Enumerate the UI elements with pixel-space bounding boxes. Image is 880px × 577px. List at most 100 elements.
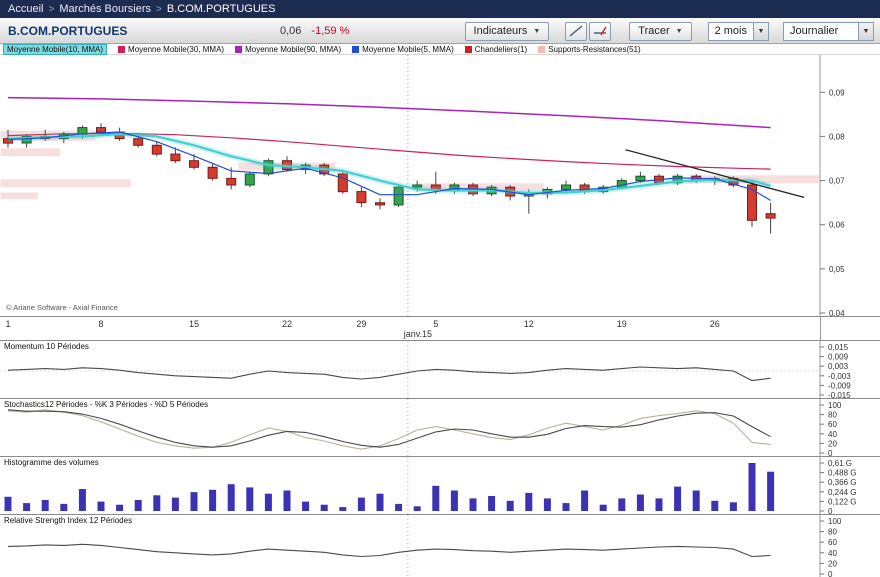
volume-bar[interactable] bbox=[748, 463, 756, 511]
ma-line-MMA5[interactable] bbox=[7, 131, 771, 201]
candle-up[interactable] bbox=[672, 175, 683, 184]
chevron-down-icon[interactable]: ▼ bbox=[753, 22, 768, 40]
ma-line-MMA30[interactable] bbox=[7, 132, 771, 170]
candle-down[interactable] bbox=[747, 184, 757, 221]
volume-bar[interactable] bbox=[767, 471, 775, 511]
volume-bar[interactable] bbox=[134, 500, 142, 511]
candle-up[interactable] bbox=[412, 184, 423, 188]
volume-bar[interactable] bbox=[41, 500, 49, 511]
legend-item[interactable]: Supports-Resistances(51) bbox=[538, 45, 641, 54]
volume-bar[interactable] bbox=[562, 503, 570, 511]
volume-bar[interactable] bbox=[581, 490, 589, 512]
volume-bar[interactable] bbox=[618, 498, 626, 511]
volume-bar[interactable] bbox=[692, 490, 700, 512]
volume-bar[interactable] bbox=[599, 504, 607, 511]
volume-bar[interactable] bbox=[506, 500, 514, 511]
draw-segment-button[interactable] bbox=[565, 21, 588, 41]
candle-down[interactable] bbox=[151, 144, 162, 155]
volume-bar[interactable] bbox=[190, 492, 198, 511]
volume-bar[interactable] bbox=[450, 490, 458, 512]
period-select-value: 2 mois bbox=[714, 25, 747, 37]
breadcrumb-item[interactable]: Marchés Boursiers bbox=[59, 3, 152, 15]
candle-down[interactable] bbox=[356, 191, 367, 204]
volume-bar[interactable] bbox=[23, 503, 31, 511]
volume-bar[interactable] bbox=[171, 497, 179, 511]
momentum-line-momentum[interactable] bbox=[7, 366, 771, 382]
breadcrumb-item[interactable]: Accueil bbox=[8, 3, 44, 15]
candle-down[interactable] bbox=[375, 202, 385, 206]
volume-bar[interactable] bbox=[711, 500, 719, 511]
support-resistance-zone bbox=[0, 192, 38, 200]
volume-bar[interactable] bbox=[116, 504, 124, 511]
legend-label: Moyenne Mobile(10, MMA) bbox=[7, 44, 104, 54]
volume-bar[interactable] bbox=[413, 506, 421, 511]
time-axis: 1 8 15 22 29 5 12 19 26 janv.15 bbox=[0, 316, 880, 340]
volume-bar[interactable] bbox=[283, 490, 291, 512]
volume-bar[interactable] bbox=[320, 504, 328, 511]
volume-bar[interactable] bbox=[264, 493, 272, 511]
volume-bar[interactable] bbox=[525, 492, 533, 511]
candle-down[interactable] bbox=[765, 213, 776, 219]
breadcrumb-item[interactable]: B.COM.PORTUGUES bbox=[166, 3, 276, 15]
volume-bar[interactable] bbox=[636, 494, 644, 512]
candle-down[interactable] bbox=[226, 177, 237, 186]
period-select[interactable]: 2 mois ▼ bbox=[707, 21, 769, 41]
volume-bar[interactable] bbox=[729, 502, 737, 511]
volume-bar[interactable] bbox=[488, 496, 496, 511]
legend-item[interactable]: Moyenne Mobile(5, MMA) bbox=[352, 45, 454, 54]
legend-item[interactable]: Moyenne Mobile(30, MMA) bbox=[118, 45, 224, 54]
volume-bar[interactable] bbox=[655, 498, 663, 511]
main-chart-canvas[interactable]: 0,09 0,08 0,07 0,06 0,05 0,04 bbox=[0, 55, 880, 316]
trend-line[interactable] bbox=[625, 149, 805, 199]
volume-bar[interactable] bbox=[97, 501, 105, 511]
volume-bar[interactable] bbox=[674, 486, 682, 511]
volume-bar[interactable] bbox=[395, 503, 403, 511]
candle-up[interactable] bbox=[561, 184, 571, 190]
indicators-button[interactable]: Indicateurs ▼ bbox=[464, 21, 550, 41]
legend-item[interactable]: Chandeliers(1) bbox=[464, 45, 527, 54]
legend-item[interactable]: Moyenne Mobile(90, MMA) bbox=[235, 45, 341, 54]
volume-bar[interactable] bbox=[339, 507, 347, 511]
volume-bar[interactable] bbox=[209, 489, 217, 511]
axis-tick-label: 100 bbox=[828, 401, 842, 410]
ma-line-MMA90[interactable] bbox=[7, 96, 771, 129]
chevron-down-icon[interactable]: ▼ bbox=[858, 22, 873, 40]
candle-down[interactable] bbox=[96, 127, 106, 133]
frequency-select[interactable]: Journalier ▼ bbox=[783, 21, 874, 41]
legend-item[interactable]: Moyenne Mobile(10, MMA) bbox=[3, 43, 108, 55]
candle-down[interactable] bbox=[189, 160, 199, 168]
candle-up[interactable] bbox=[393, 186, 404, 206]
candle-down[interactable] bbox=[207, 166, 218, 179]
copyright-label: © Ariane Software - Axial Finance bbox=[6, 303, 118, 312]
volume-bar[interactable] bbox=[246, 487, 254, 511]
stochastics-line-D[interactable] bbox=[7, 409, 771, 448]
volume-bar[interactable] bbox=[4, 496, 12, 511]
draw-horizontal-line-button[interactable] bbox=[589, 21, 612, 41]
tracer-button[interactable]: Tracer ▼ bbox=[629, 21, 692, 41]
volume-bar[interactable] bbox=[78, 489, 86, 511]
candle-down[interactable] bbox=[337, 173, 348, 193]
candle-up[interactable] bbox=[21, 135, 32, 144]
candle-up[interactable] bbox=[635, 175, 646, 182]
candle-up[interactable] bbox=[244, 173, 255, 186]
volume-bar[interactable] bbox=[302, 501, 310, 511]
candle-down[interactable] bbox=[170, 153, 181, 162]
volume-bar[interactable] bbox=[357, 497, 365, 511]
rsi-line-RSI[interactable] bbox=[7, 543, 771, 558]
candle-up[interactable] bbox=[449, 184, 460, 190]
volume-bar[interactable] bbox=[376, 493, 384, 511]
volumes-canvas[interactable]: 0,61 G0,488 G0,366 G0,244 G0,122 G0 bbox=[0, 457, 880, 514]
volume-bar[interactable] bbox=[60, 503, 68, 511]
volume-bar[interactable] bbox=[469, 498, 477, 511]
stochastics-line-K[interactable] bbox=[7, 409, 771, 450]
volume-bar[interactable] bbox=[543, 498, 551, 511]
candle-down[interactable] bbox=[133, 138, 144, 146]
volume-bar[interactable] bbox=[153, 495, 161, 511]
volume-bar[interactable] bbox=[432, 485, 440, 511]
volume-bar[interactable] bbox=[227, 484, 235, 511]
axis-tick-label: 60 bbox=[828, 420, 837, 429]
ma-line-MMA10[interactable] bbox=[7, 133, 771, 194]
